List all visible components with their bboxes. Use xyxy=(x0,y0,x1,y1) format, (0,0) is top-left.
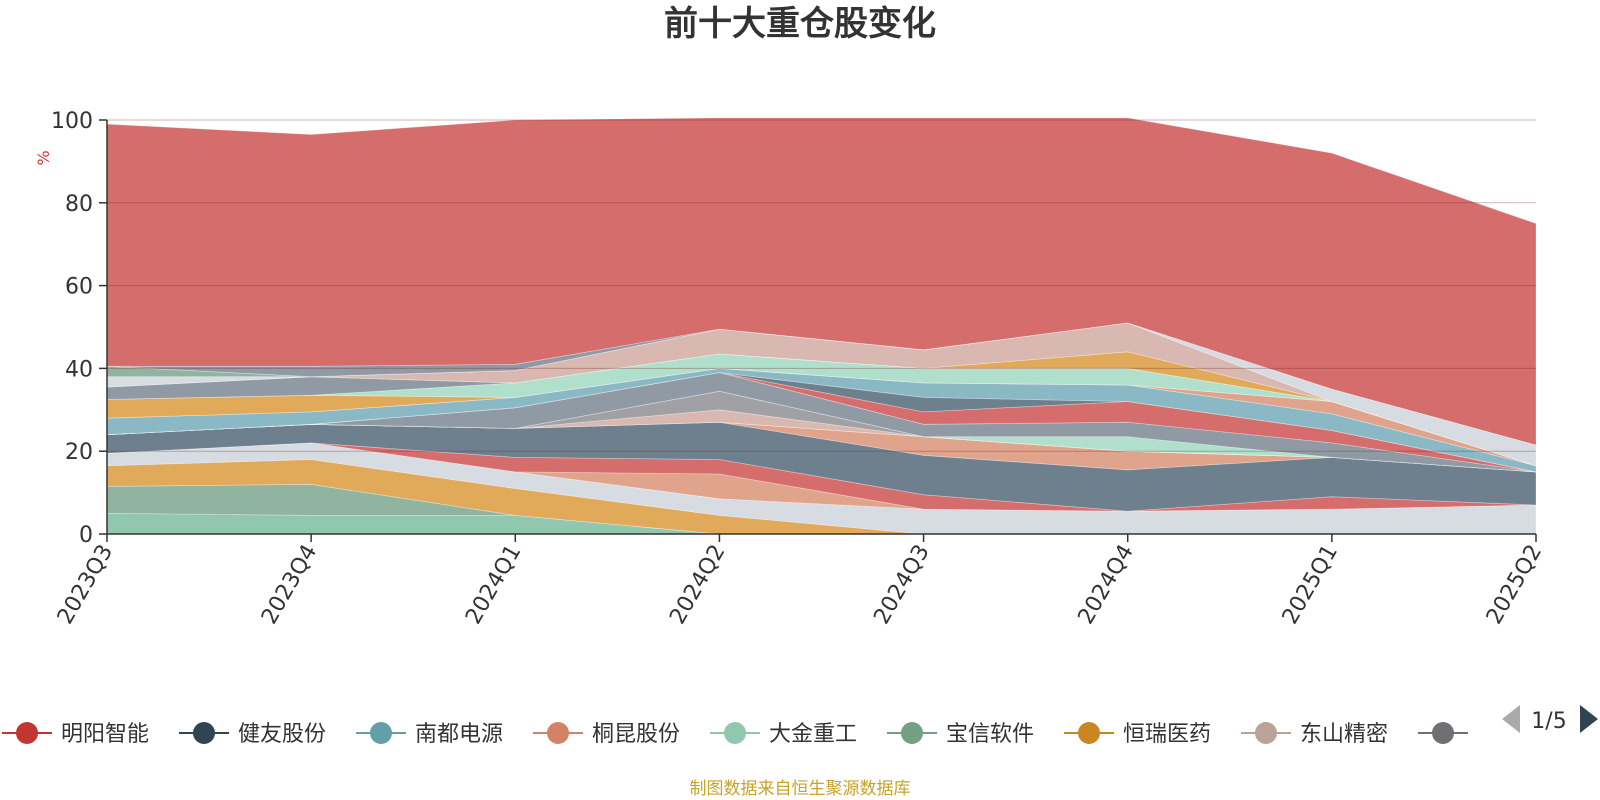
legend-item[interactable]: 健友股份 xyxy=(179,722,326,747)
legend-marker-icon xyxy=(1255,722,1277,744)
legend-item[interactable]: 南都电源 xyxy=(356,722,503,747)
legend-marker-icon xyxy=(724,722,746,744)
x-tick-label: 2024Q1 xyxy=(461,541,526,629)
legend-page-indicator: 1/5 xyxy=(1531,709,1566,734)
y-tick-label: 80 xyxy=(65,192,93,217)
legend-label: 健友股份 xyxy=(238,722,326,747)
y-axis-unit-label: % xyxy=(34,150,53,165)
legend-prev-page-icon[interactable] xyxy=(1502,705,1520,733)
legend-item[interactable]: 明阳智能 xyxy=(2,722,149,747)
y-tick-label: 0 xyxy=(79,523,93,548)
area-series-16[interactable] xyxy=(106,367,1537,473)
legend-label: 恒瑞医药 xyxy=(1123,722,1211,747)
legend-item[interactable]: 桐昆股份 xyxy=(533,722,680,747)
x-tick-label: 2025Q1 xyxy=(1278,541,1343,629)
area-layers xyxy=(106,117,1537,535)
y-tick-label: 40 xyxy=(65,357,93,382)
legend-marker-icon xyxy=(370,722,392,744)
x-tick-label: 2023Q3 xyxy=(53,541,118,629)
legend-item[interactable]: 大金重工 xyxy=(710,722,857,747)
legend-label: 大金重工 xyxy=(769,722,857,747)
chart-title: 前十大重仓股变化 xyxy=(664,4,936,44)
legend-label: 南都电源 xyxy=(415,722,503,747)
legend-marker-icon xyxy=(547,722,569,744)
legend-label: 明阳智能 xyxy=(61,722,149,747)
gridlines xyxy=(107,119,1536,452)
x-tick-label: 2025Q2 xyxy=(1482,541,1547,629)
x-tick-label: 2024Q2 xyxy=(665,541,730,629)
y-tick-label: 100 xyxy=(51,109,93,134)
legend-item[interactable]: 恒瑞医药 xyxy=(1064,722,1211,747)
x-tick-label: 2023Q4 xyxy=(257,541,322,629)
area-series-26[interactable] xyxy=(106,117,1537,446)
legend-marker-icon xyxy=(193,722,215,744)
legend-label: 东山精密 xyxy=(1300,722,1388,747)
legend-pager: 1/5 xyxy=(1502,705,1598,734)
legend-next-page-icon[interactable] xyxy=(1580,705,1598,733)
y-tick-label: 60 xyxy=(65,275,93,300)
legend-item[interactable]: 宝信软件 xyxy=(887,722,1034,747)
legend-label: 桐昆股份 xyxy=(592,722,680,747)
legend: 明阳智能 健友股份 南都电源 桐昆股份 大金重工 宝信软件 恒瑞医药 东山精密 xyxy=(2,722,1468,747)
legend-marker-icon xyxy=(901,722,923,744)
legend-item[interactable]: 东山精密 xyxy=(1241,722,1388,747)
x-tick-label: 2024Q3 xyxy=(869,541,934,629)
x-tick-label: 2024Q4 xyxy=(1074,541,1139,629)
legend-marker-icon xyxy=(1078,722,1100,744)
legend-item[interactable] xyxy=(1418,722,1468,744)
legend-label: 宝信软件 xyxy=(946,722,1034,747)
y-tick-label: 20 xyxy=(65,440,93,465)
legend-marker-icon xyxy=(1432,722,1454,744)
legend-marker-icon xyxy=(16,722,38,744)
data-source-note: 制图数据来自恒生聚源数据库 xyxy=(689,779,911,799)
